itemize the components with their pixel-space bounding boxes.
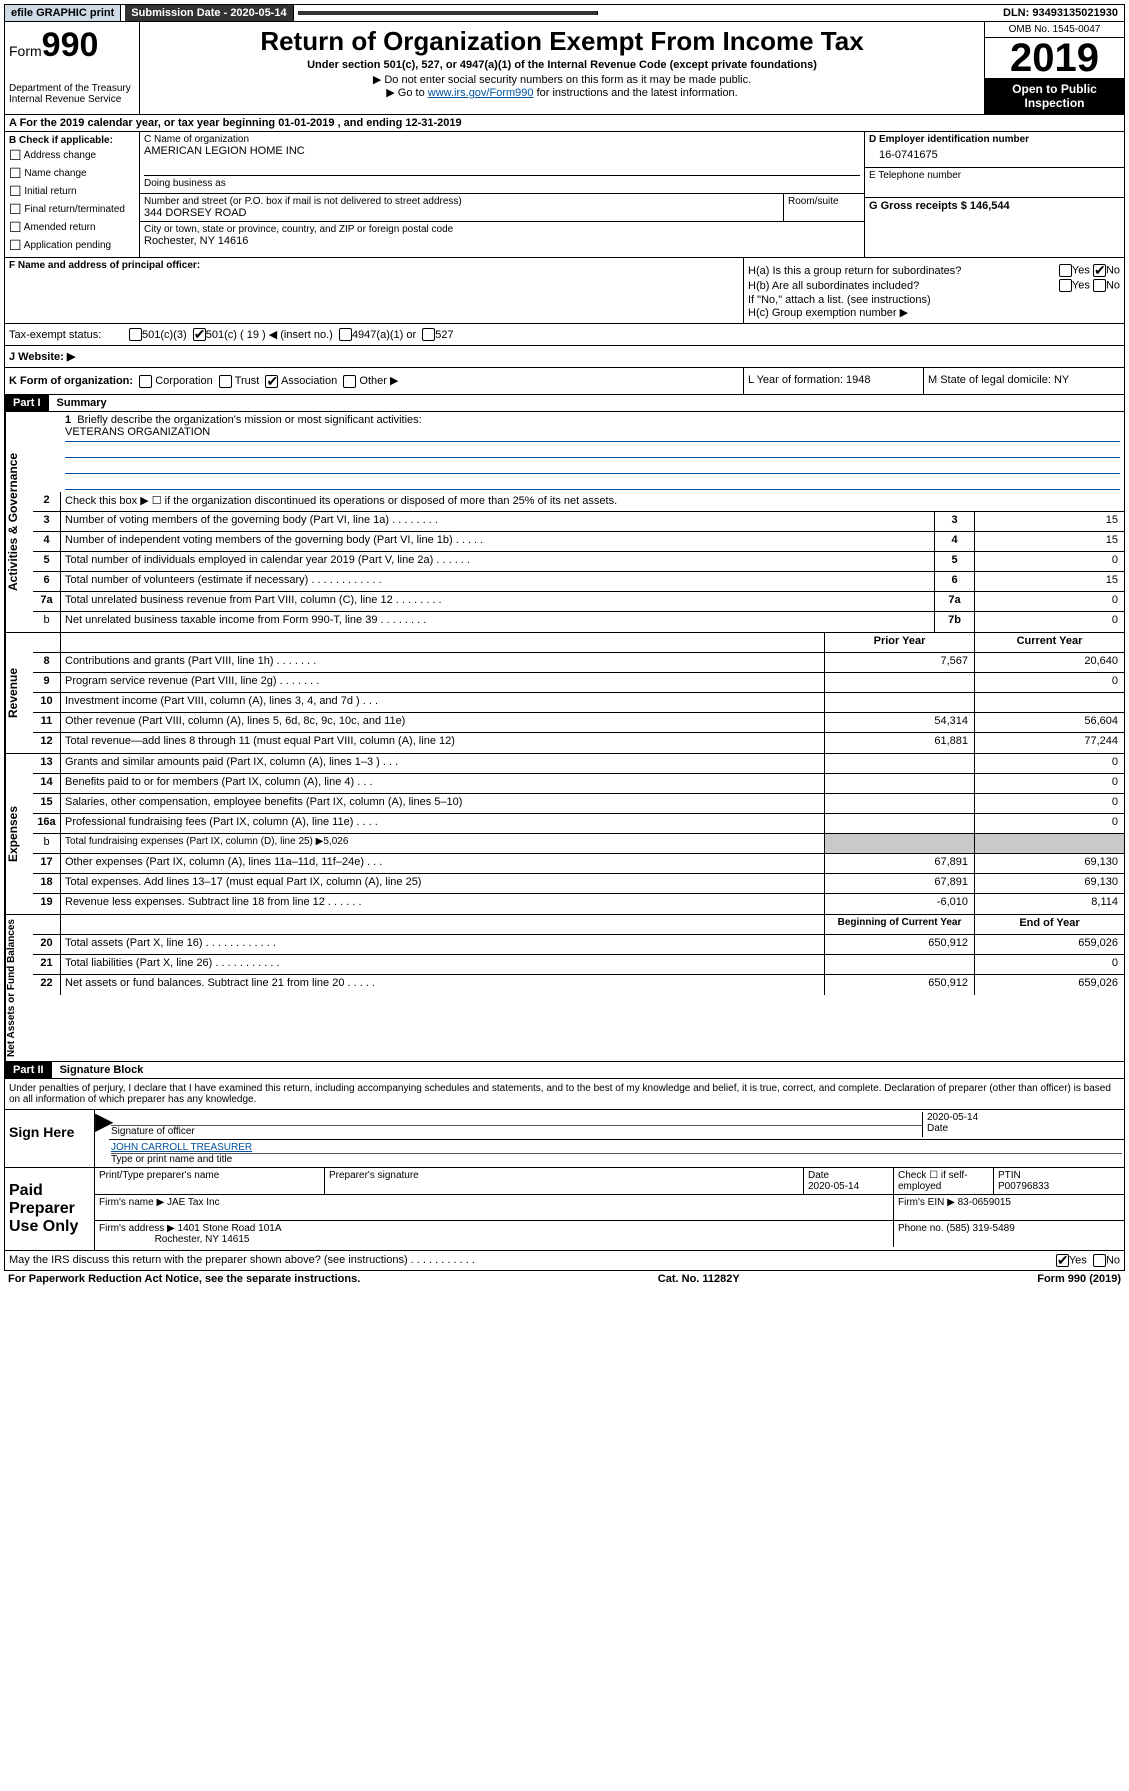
e-phone-label: E Telephone number <box>869 170 1120 181</box>
section-bcd: B Check if applicable: ☐ Address change … <box>4 132 1125 258</box>
note-ssn: ▶ Do not enter social security numbers o… <box>144 73 980 86</box>
irs-link[interactable]: www.irs.gov/Form990 <box>428 87 534 99</box>
g-gross: G Gross receipts $ 146,544 <box>865 198 1124 228</box>
address: 344 DORSEY ROAD <box>144 207 779 219</box>
b-title: B Check if applicable: <box>9 135 135 146</box>
dba-label: Doing business as <box>144 175 860 189</box>
section-fh: F Name and address of principal officer:… <box>4 258 1125 324</box>
form-ref: Form 990 (2019) <box>1037 1273 1121 1285</box>
form-number: 990 <box>42 26 99 64</box>
side-expenses: Expenses <box>5 754 33 914</box>
city: Rochester, NY 14616 <box>144 235 860 247</box>
form-label: Form <box>9 43 42 59</box>
dept-treasury: Department of the Treasury Internal Reve… <box>9 83 135 105</box>
part2-title: Signature Block <box>52 1064 144 1076</box>
tax-exempt-row: Tax-exempt status: 501(c)(3) 501(c) ( 19… <box>4 324 1125 346</box>
side-net-assets: Net Assets or Fund Balances <box>5 915 33 1061</box>
part2-hdr: Part II <box>5 1062 52 1078</box>
c-name-label: C Name of organization <box>144 134 860 145</box>
row-a-tax-year: A For the 2019 calendar year, or tax yea… <box>4 115 1125 132</box>
addr-label: Number and street (or P.O. box if mail i… <box>144 196 779 207</box>
efile-label[interactable]: efile GRAPHIC print <box>5 5 121 21</box>
mission-text: VETERANS ORGANIZATION <box>65 426 1120 442</box>
signature-block: Under penalties of perjury, I declare th… <box>4 1079 1125 1251</box>
form-subtitle: Under section 501(c), 527, or 4947(a)(1)… <box>144 59 980 71</box>
side-revenue: Revenue <box>5 633 33 753</box>
k-form-row: K Form of organization: Corporation Trus… <box>4 368 1125 395</box>
f-officer: F Name and address of principal officer: <box>9 260 739 271</box>
city-label: City or town, state or province, country… <box>144 224 860 235</box>
open-public: Open to Public Inspection <box>985 78 1124 114</box>
m-state: M State of legal domicile: NY <box>924 368 1124 394</box>
form-header: Form990 Department of the Treasury Inter… <box>4 22 1125 115</box>
sign-here: Sign Here <box>5 1110 95 1167</box>
part1-title: Summary <box>49 397 107 409</box>
form-title: Return of Organization Exempt From Incom… <box>144 26 980 57</box>
pra-notice: For Paperwork Reduction Act Notice, see … <box>8 1273 360 1285</box>
website-row: J Website: ▶ <box>4 346 1125 368</box>
declaration: Under penalties of perjury, I declare th… <box>5 1079 1124 1109</box>
side-activities: Activities & Governance <box>5 412 33 632</box>
top-bar: efile GRAPHIC print Submission Date - 20… <box>4 4 1125 22</box>
d-ein-label: D Employer identification number <box>869 134 1120 145</box>
tax-year: 2019 <box>985 38 1124 78</box>
spacer-btn <box>298 11 598 15</box>
part1-hdr: Part I <box>5 395 49 411</box>
submission-date[interactable]: Submission Date - 2020-05-14 <box>125 5 293 21</box>
l-year: L Year of formation: 1948 <box>744 368 924 394</box>
cat-no: Cat. No. 11282Y <box>658 1273 740 1285</box>
dln: DLN: 93493135021930 <box>997 5 1124 21</box>
ein: 16-0741675 <box>869 145 1120 165</box>
room-label: Room/suite <box>784 194 864 221</box>
paid-preparer: Paid Preparer Use Only <box>5 1168 95 1250</box>
org-name: AMERICAN LEGION HOME INC <box>144 145 860 157</box>
